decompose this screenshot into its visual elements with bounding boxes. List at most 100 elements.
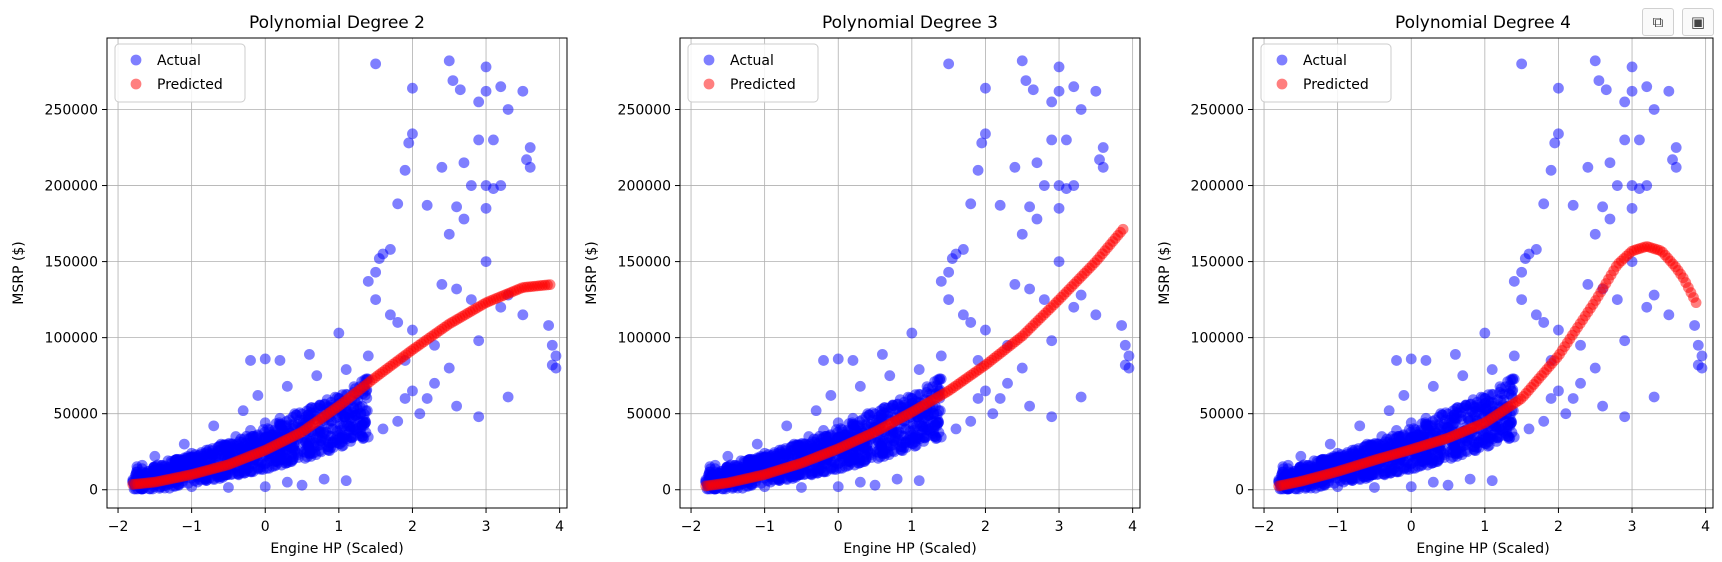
- actual-point: [1670, 161, 1682, 173]
- actual-point: [1075, 104, 1087, 115]
- actual-point: [543, 320, 554, 331]
- actual-point: [454, 84, 466, 96]
- actual-point: [1545, 393, 1557, 404]
- y-tick-label: 150000: [1191, 255, 1244, 271]
- actual-point: [1538, 198, 1550, 210]
- actual-point: [443, 55, 455, 67]
- actual-point: [859, 441, 871, 453]
- y-tick-label: 200000: [45, 179, 98, 195]
- actual-point: [1009, 161, 1021, 173]
- chart-1: −2 −1 0 1 2 3 4 0 50000 100000 150000 200000 250000 P…: [11, 13, 568, 557]
- x-axis-label: Engine HP (Scaled): [1416, 541, 1549, 557]
- actual-point: [488, 134, 499, 146]
- actual-point: [1420, 355, 1432, 366]
- actual-point: [355, 408, 367, 420]
- actual-point: [906, 393, 918, 404]
- actual-point: [1503, 433, 1515, 444]
- x-tick-label: 0: [834, 519, 843, 535]
- actual-point: [928, 408, 940, 420]
- actual-point: [817, 432, 829, 444]
- actual-point: [399, 393, 411, 404]
- actual-point: [1545, 164, 1557, 176]
- actual-point: [458, 157, 470, 169]
- actual-point: [407, 385, 418, 397]
- actual-point: [1427, 380, 1439, 392]
- legend-marker: [703, 54, 715, 66]
- actual-point: [1016, 55, 1028, 67]
- actual-point: [1288, 467, 1299, 479]
- chart-title: Polynomial Degree 4: [1395, 13, 1571, 33]
- actual-point: [336, 429, 348, 441]
- actual-point: [310, 449, 322, 461]
- actual-point: [1604, 213, 1616, 225]
- x-tick-label: 2: [981, 519, 990, 535]
- actual-point: [1450, 403, 1461, 415]
- actual-point: [965, 415, 977, 427]
- actual-point: [1324, 438, 1336, 450]
- actual-point: [1302, 460, 1314, 471]
- actual-point: [273, 453, 285, 465]
- actual-point: [1553, 82, 1564, 94]
- actual-point: [877, 348, 888, 360]
- actual-point: [259, 481, 271, 493]
- actual-point: [421, 199, 433, 211]
- actual-point: [1482, 429, 1494, 441]
- actual-point: [1024, 400, 1035, 412]
- actual-point: [215, 438, 227, 450]
- actual-point: [1480, 438, 1492, 450]
- actual-point: [1090, 85, 1102, 97]
- actual-point: [429, 377, 440, 389]
- actual-point: [788, 438, 800, 450]
- actual-point: [1420, 412, 1432, 424]
- actual-point: [744, 453, 756, 465]
- actual-point: [994, 393, 1006, 404]
- actual-point: [1634, 134, 1645, 146]
- actual-point: [781, 474, 793, 485]
- actual-point: [1648, 289, 1660, 301]
- actual-point: [1582, 161, 1594, 173]
- actual-point: [447, 75, 459, 86]
- actual-point: [1346, 444, 1358, 456]
- x-tick-label: 3: [1055, 519, 1064, 535]
- actual-point: [495, 301, 507, 313]
- actual-point: [296, 479, 308, 491]
- actual-point: [1369, 482, 1380, 493]
- actual-point: [480, 256, 492, 267]
- actual-point: [370, 294, 382, 306]
- actual-point: [1031, 213, 1043, 225]
- actual-point: [1405, 417, 1417, 429]
- actual-point: [1332, 481, 1344, 493]
- actual-point: [237, 405, 249, 417]
- actual-point: [223, 482, 234, 493]
- save-icon[interactable]: ▣: [1682, 8, 1714, 36]
- actual-point: [524, 142, 536, 153]
- actual-point: [1486, 364, 1498, 375]
- actual-point: [1456, 449, 1468, 461]
- actual-point: [890, 436, 902, 448]
- copy-icon[interactable]: ⧉: [1642, 8, 1674, 36]
- actual-point: [1663, 309, 1675, 321]
- actual-point: [810, 405, 822, 417]
- actual-point: [1053, 61, 1065, 73]
- actual-point: [1391, 466, 1403, 478]
- actual-point: [1494, 387, 1505, 398]
- actual-point: [818, 355, 829, 366]
- toolbar: ⧉ ▣: [1642, 8, 1714, 36]
- y-axis-label: MSRP ($): [584, 241, 600, 304]
- x-tick-label: 4: [555, 519, 564, 535]
- x-tick-label: 0: [1407, 519, 1416, 535]
- actual-point: [399, 164, 411, 176]
- actual-point: [1097, 161, 1109, 173]
- predicted-point: [1117, 223, 1129, 235]
- actual-point: [1380, 467, 1392, 479]
- actual-point: [1046, 134, 1058, 146]
- x-axis-label: Engine HP (Scaled): [270, 541, 403, 557]
- actual-point: [1692, 339, 1704, 351]
- axes-frame: [1252, 37, 1714, 509]
- actual-point: [252, 390, 264, 401]
- actual-point: [987, 408, 999, 420]
- actual-point: [1116, 320, 1127, 331]
- actual-point: [1391, 425, 1402, 436]
- actual-point: [370, 266, 382, 278]
- actual-point: [1075, 289, 1087, 301]
